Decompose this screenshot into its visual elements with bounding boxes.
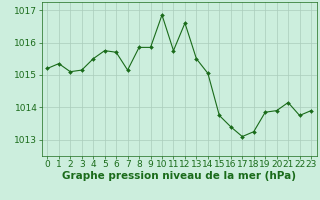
- X-axis label: Graphe pression niveau de la mer (hPa): Graphe pression niveau de la mer (hPa): [62, 171, 296, 181]
